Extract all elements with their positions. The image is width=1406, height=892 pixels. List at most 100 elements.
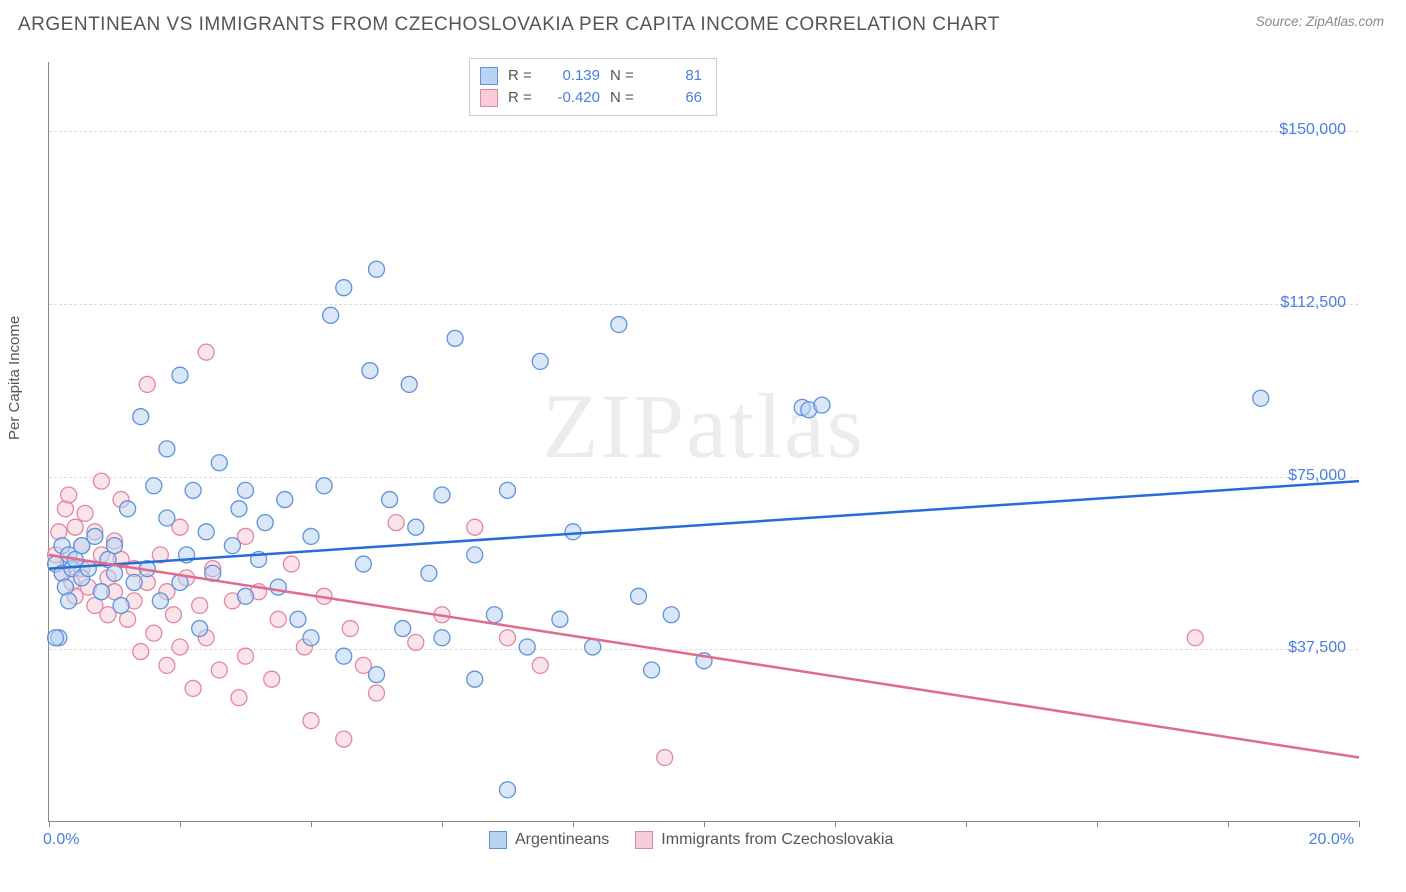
data-point — [211, 455, 227, 471]
data-point — [257, 515, 273, 531]
scatter-plot-svg — [49, 62, 1358, 821]
swatch-series-0 — [480, 67, 498, 85]
data-point — [323, 307, 339, 323]
data-point — [814, 397, 830, 413]
data-point — [152, 593, 168, 609]
data-point — [290, 611, 306, 627]
n-label: N = — [610, 87, 640, 109]
x-tick — [180, 821, 181, 827]
data-point — [408, 519, 424, 535]
data-point — [500, 630, 516, 646]
data-point — [408, 634, 424, 650]
chart-title: ARGENTINEAN VS IMMIGRANTS FROM CZECHOSLO… — [18, 14, 1000, 36]
series-0-name: Argentineans — [515, 831, 609, 849]
r-label: R = — [508, 87, 538, 109]
data-point — [355, 556, 371, 572]
data-point — [1187, 630, 1203, 646]
data-point — [231, 690, 247, 706]
x-tick — [966, 821, 967, 827]
x-tick — [835, 821, 836, 827]
data-point — [159, 441, 175, 457]
correlation-legend: R = 0.139 N = 81 R = -0.420 N = 66 — [469, 58, 717, 116]
x-tick — [311, 821, 312, 827]
series-legend: Argentineans Immigrants from Czechoslova… — [489, 831, 893, 849]
data-point — [61, 487, 77, 503]
data-point — [500, 782, 516, 798]
data-point — [336, 731, 352, 747]
data-point — [238, 648, 254, 664]
data-point — [519, 639, 535, 655]
swatch-series-1 — [480, 89, 498, 107]
data-point — [146, 478, 162, 494]
x-tick — [1097, 821, 1098, 827]
data-point — [198, 524, 214, 540]
x-tick — [573, 821, 574, 827]
data-point — [401, 376, 417, 392]
data-point — [369, 667, 385, 683]
data-point — [382, 492, 398, 508]
data-point — [657, 750, 673, 766]
n-value-1: 66 — [650, 87, 702, 109]
data-point — [93, 473, 109, 489]
legend-item-series-1: Immigrants from Czechoslovakia — [635, 831, 893, 849]
n-label: N = — [610, 65, 640, 87]
data-point — [198, 344, 214, 360]
data-point — [611, 317, 627, 333]
data-point — [107, 565, 123, 581]
data-point — [342, 621, 358, 637]
swatch-series-0-bottom — [489, 831, 507, 849]
data-point — [172, 639, 188, 655]
data-point — [486, 607, 502, 623]
x-tick — [442, 821, 443, 827]
source-prefix: Source: — [1256, 14, 1306, 29]
data-point — [362, 363, 378, 379]
data-point — [277, 492, 293, 508]
data-point — [238, 482, 254, 498]
data-point — [447, 330, 463, 346]
data-point — [224, 538, 240, 554]
data-point — [159, 657, 175, 673]
data-point — [467, 519, 483, 535]
data-point — [113, 598, 129, 614]
data-point — [585, 639, 601, 655]
data-point — [565, 524, 581, 540]
data-point — [270, 579, 286, 595]
data-point — [663, 607, 679, 623]
data-point — [80, 561, 96, 577]
data-point — [172, 367, 188, 383]
data-point — [133, 409, 149, 425]
data-point — [192, 621, 208, 637]
n-value-0: 81 — [650, 65, 702, 87]
data-point — [185, 482, 201, 498]
data-point — [421, 565, 437, 581]
y-axis-label: Per Capita Income — [6, 316, 23, 440]
data-point — [211, 662, 227, 678]
data-point — [126, 574, 142, 590]
chart-plot-area: ZIPatlas $37,500$75,000$112,500$150,000 … — [48, 62, 1358, 822]
data-point — [532, 657, 548, 673]
data-point — [631, 588, 647, 604]
data-point — [48, 630, 64, 646]
data-point — [159, 510, 175, 526]
data-point — [552, 611, 568, 627]
data-point — [67, 519, 83, 535]
data-point — [369, 261, 385, 277]
data-point — [185, 680, 201, 696]
r-value-0: 0.139 — [548, 65, 600, 87]
source-attribution: Source: ZipAtlas.com — [1256, 14, 1384, 29]
data-point — [238, 588, 254, 604]
series-1-name: Immigrants from Czechoslovakia — [661, 831, 893, 849]
data-point — [500, 482, 516, 498]
x-tick — [1359, 821, 1360, 827]
source-name: ZipAtlas.com — [1306, 14, 1384, 29]
legend-row-series-1: R = -0.420 N = 66 — [480, 87, 702, 109]
x-tick — [704, 821, 705, 827]
data-point — [120, 501, 136, 517]
data-point — [231, 501, 247, 517]
data-point — [336, 280, 352, 296]
x-tick — [1228, 821, 1229, 827]
data-point — [388, 515, 404, 531]
data-point — [264, 671, 280, 687]
data-point — [467, 671, 483, 687]
data-point — [532, 353, 548, 369]
